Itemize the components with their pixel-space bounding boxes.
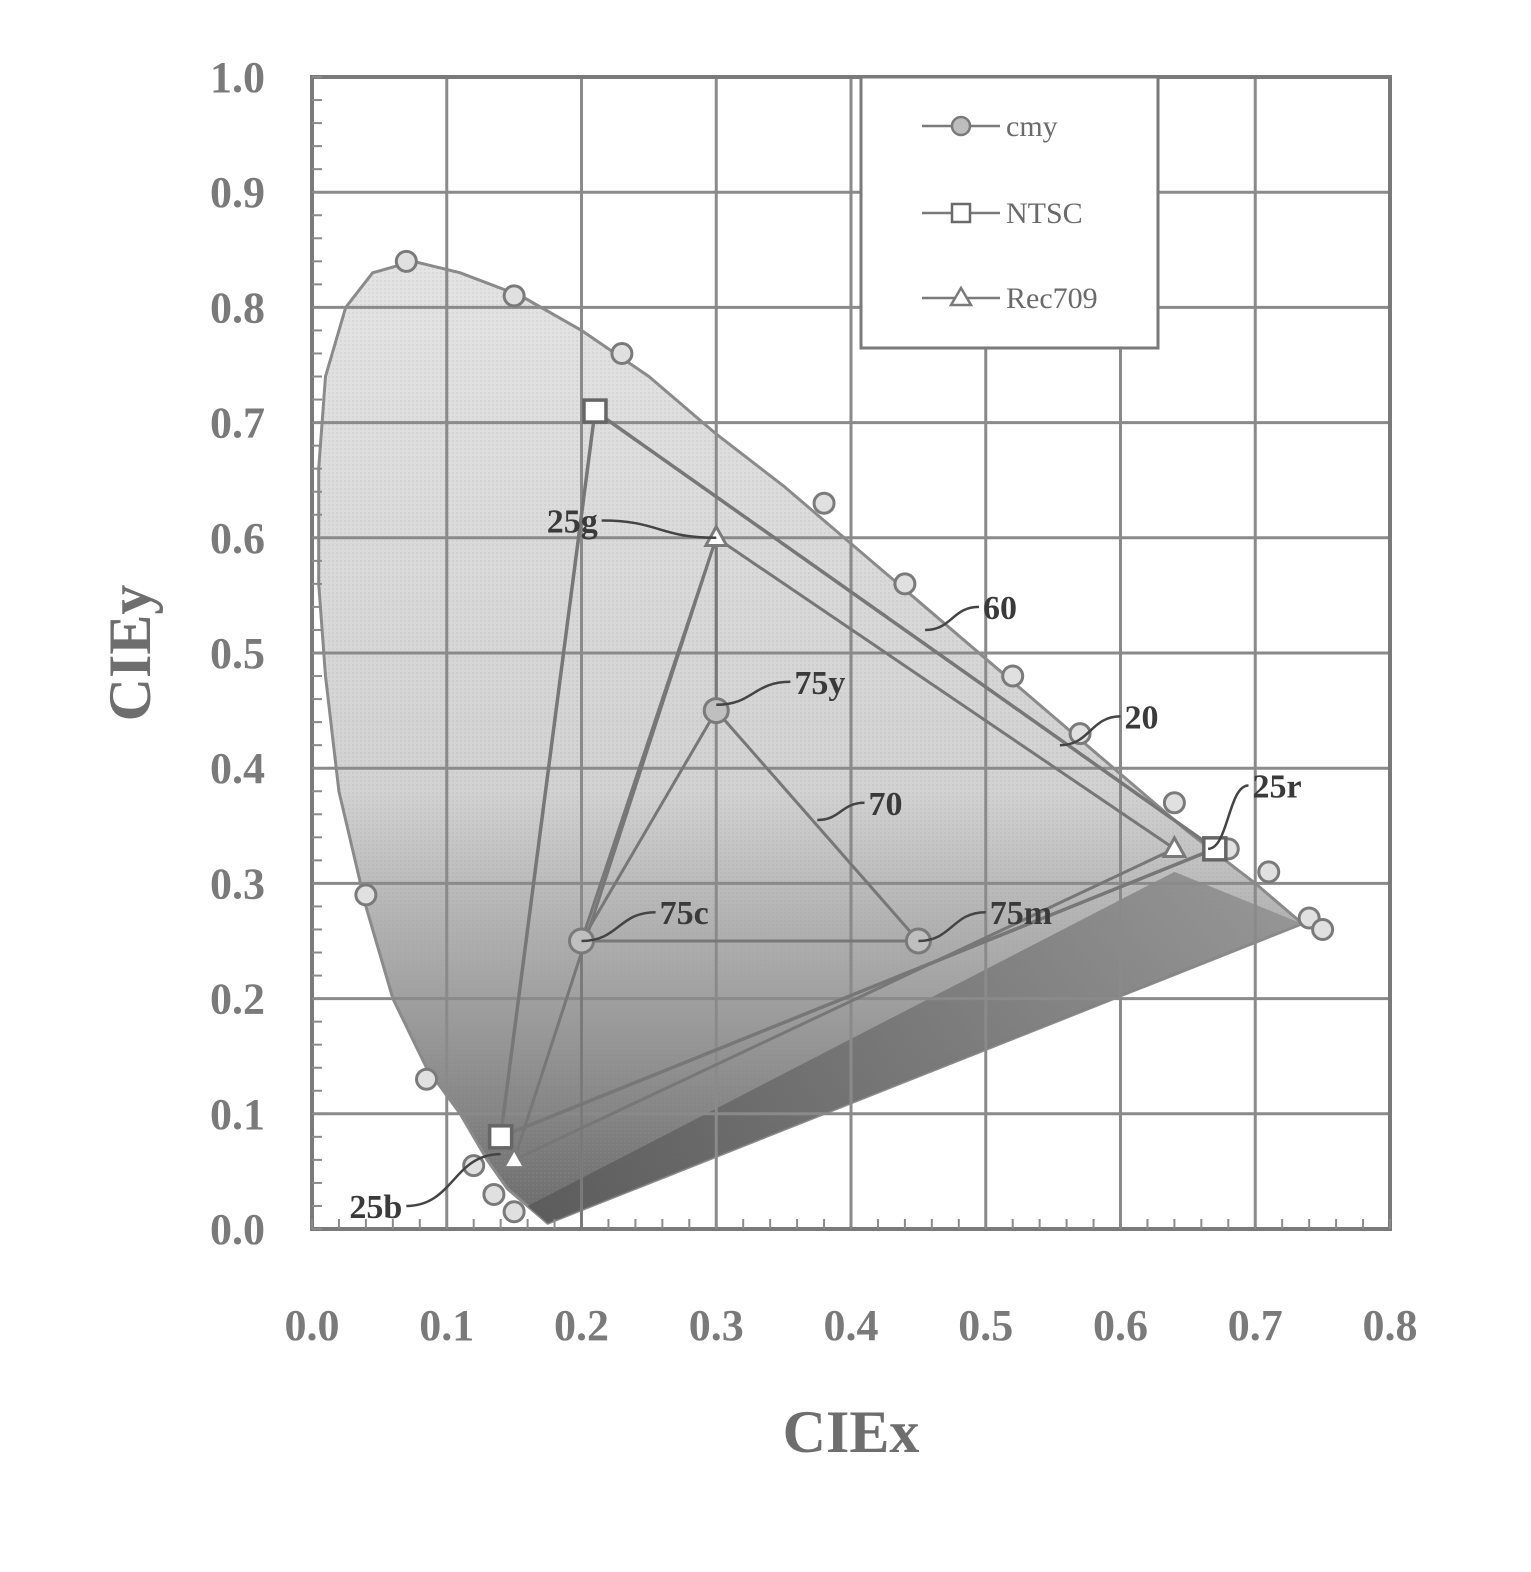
y-tick-label: 0.8 xyxy=(210,283,265,332)
cmy-point xyxy=(612,343,632,363)
y-tick-label: 0.7 xyxy=(210,399,265,448)
y-tick-label: 0.0 xyxy=(210,1205,265,1254)
x-axis-title: CIEx xyxy=(783,1399,920,1465)
cmy-point xyxy=(417,1069,437,1089)
y-tick-label: 0.4 xyxy=(210,744,265,793)
annotation-label: 20 xyxy=(1125,699,1159,736)
legend-label: NTSC xyxy=(1006,197,1083,230)
y-tick-label: 0.3 xyxy=(210,859,265,908)
cmy-secondary-point xyxy=(704,699,728,723)
cmy-point xyxy=(484,1184,504,1204)
legend-label: cmy xyxy=(1006,110,1058,143)
annotation-label: 70 xyxy=(868,786,902,823)
y-tick-label: 0.1 xyxy=(210,1090,265,1139)
cmy-point xyxy=(504,1202,524,1222)
x-tick-label: 0.1 xyxy=(419,1301,474,1350)
x-tick-label: 0.4 xyxy=(824,1301,879,1350)
cmy-point xyxy=(895,574,915,594)
cmy-point xyxy=(504,286,524,306)
cmy-point xyxy=(814,493,834,513)
ntsc-point xyxy=(1204,838,1226,860)
legend: cmy NTSC Rec709 xyxy=(861,77,1158,348)
annotation-label: 25r xyxy=(1253,768,1302,805)
y-tick-label: 0.2 xyxy=(210,975,265,1024)
ntsc-point xyxy=(584,400,606,422)
cmy-point xyxy=(1003,666,1023,686)
annotation-label: 25b xyxy=(349,1189,402,1226)
cmy-point xyxy=(356,885,376,905)
y-tick-label: 1.0 xyxy=(210,53,265,102)
x-tick-label: 0.5 xyxy=(958,1301,1013,1350)
x-tick-label: 0.0 xyxy=(285,1301,340,1350)
annotation-label: 75c xyxy=(660,895,709,932)
y-tick-label: 0.9 xyxy=(210,168,265,217)
ntsc-point xyxy=(490,1126,512,1148)
x-tick-label: 0.3 xyxy=(689,1301,744,1350)
x-tick-label: 0.6 xyxy=(1093,1301,1148,1350)
cmy-point xyxy=(1313,919,1333,939)
annotation-label: 75y xyxy=(794,665,845,702)
y-tick-label: 0.6 xyxy=(210,514,265,563)
annotation-label: 75m xyxy=(990,895,1052,932)
legend-marker-circle xyxy=(952,117,970,135)
annotation-label: 60 xyxy=(983,590,1017,627)
y-tick-label: 0.5 xyxy=(210,629,265,678)
x-tick-label: 0.2 xyxy=(554,1301,609,1350)
x-tick-label: 0.7 xyxy=(1228,1301,1283,1350)
spectral-locus xyxy=(319,261,1303,1223)
annotation-label: 25g xyxy=(547,504,598,541)
x-tick-label: 0.8 xyxy=(1363,1301,1418,1350)
cmy-point xyxy=(1259,862,1279,882)
y-axis-title: CIEy xyxy=(97,585,163,722)
legend-label: Rec709 xyxy=(1006,282,1098,315)
cmy-point xyxy=(396,251,416,271)
cmy-point xyxy=(1164,793,1184,813)
legend-marker-square xyxy=(952,204,970,222)
